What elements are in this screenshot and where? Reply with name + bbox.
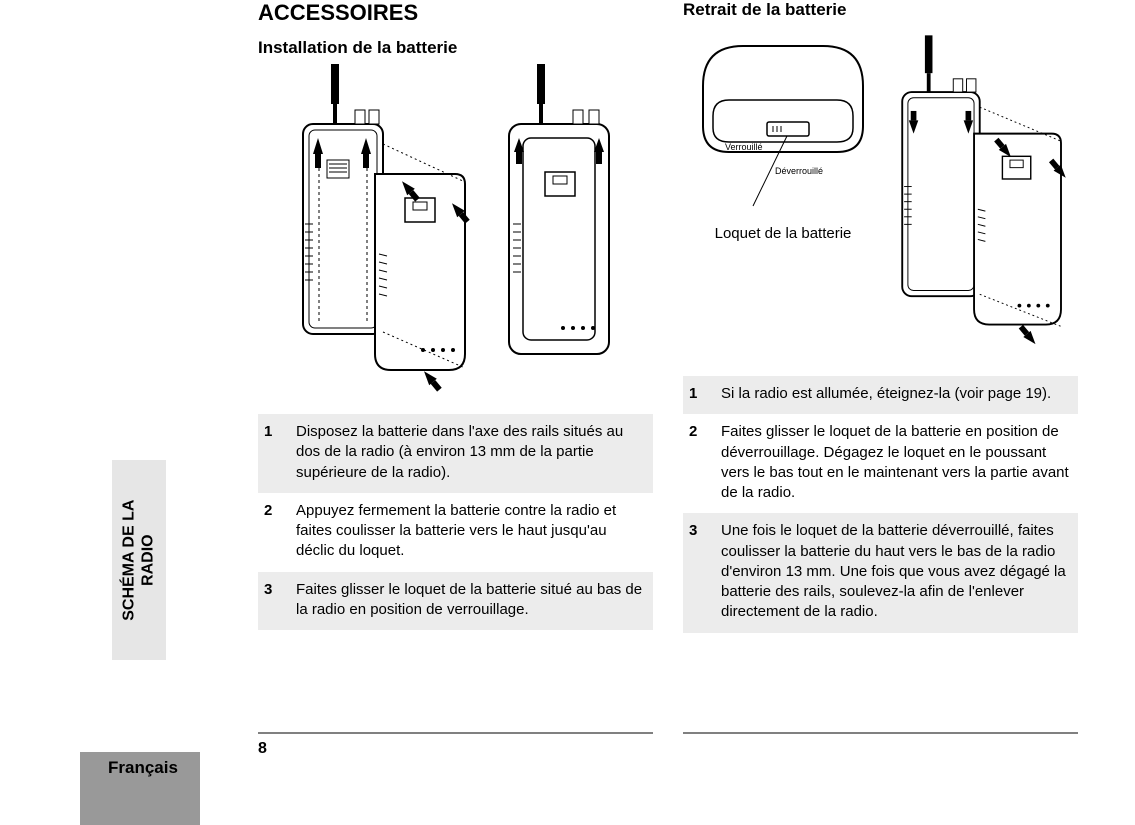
install-illustration [258, 64, 653, 404]
latch-locked-text: Verrouillé [725, 142, 763, 152]
remove-steps: 1 Si la radio est allumée, éteignez-la (… [683, 376, 1078, 633]
divider [258, 732, 653, 734]
divider [683, 732, 1078, 734]
step-text: Faites glisser le loquet de la batterie … [296, 580, 647, 621]
column-remove: Retrait de la batterie [683, 0, 1078, 633]
install-figure-2 [489, 64, 629, 404]
step-item: 1 Si la radio est allumée, éteignez-la (… [683, 376, 1078, 414]
remove-figure [889, 26, 1078, 366]
step-text: Faites glisser le loquet de la batterie … [721, 422, 1072, 503]
step-item: 3 Faites glisser le loquet de la batteri… [258, 572, 653, 631]
latch-figure: Loquet de la batterie Verrouillé Déverro… [683, 26, 883, 242]
language-tab: Français [80, 752, 200, 825]
step-number: 3 [264, 580, 296, 621]
step-item: 2 Faites glisser le loquet de la batteri… [683, 414, 1078, 513]
latch-caption: Loquet de la batterie [683, 225, 883, 242]
step-number: 2 [264, 501, 296, 562]
step-item: 1 Disposez la batterie dans l'axe des ra… [258, 414, 653, 493]
sidebar: SCHÉMA DE LA RADIO Français [80, 0, 200, 825]
install-heading: Installation de la batterie [258, 38, 653, 58]
step-text: Disposez la batterie dans l'axe des rail… [296, 422, 647, 483]
section-tab-label: SCHÉMA DE LA RADIO [120, 499, 158, 620]
page-number: 8 [258, 740, 267, 758]
page-title: ACCESSOIRES [258, 0, 653, 26]
step-number: 1 [264, 422, 296, 483]
step-item: 2 Appuyez fermement la batterie contre l… [258, 493, 653, 572]
step-item: 3 Une fois le loquet de la batterie déve… [683, 513, 1078, 632]
column-install: ACCESSOIRES Installation de la batterie [258, 0, 653, 630]
step-number: 3 [689, 521, 721, 622]
step-text: Appuyez fermement la batterie contre la … [296, 501, 647, 562]
install-figure-1 [283, 64, 483, 404]
remove-heading: Retrait de la batterie [683, 0, 1078, 20]
step-number: 2 [689, 422, 721, 503]
remove-illustration: Loquet de la batterie Verrouillé Déverro… [683, 26, 1078, 366]
step-text: Une fois le loquet de la batterie déverr… [721, 521, 1072, 622]
step-text: Si la radio est allumée, éteignez-la (vo… [721, 384, 1072, 404]
step-number: 1 [689, 384, 721, 404]
install-steps: 1 Disposez la batterie dans l'axe des ra… [258, 414, 653, 630]
section-tab: SCHÉMA DE LA RADIO [112, 460, 166, 660]
latch-unlocked-text: Déverrouillé [775, 166, 823, 176]
language-label: Français [108, 758, 178, 778]
